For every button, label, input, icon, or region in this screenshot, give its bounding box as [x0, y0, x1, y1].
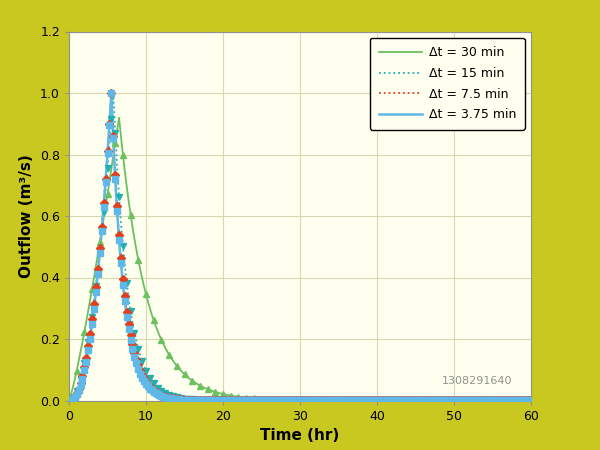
Y-axis label: Outflow (m³/s): Outflow (m³/s) — [19, 154, 34, 278]
Δt = 15 min — [518, 398, 526, 403]
Δt = 7.5 min — [108, 90, 115, 96]
Δt = 7.5 min — [469, 398, 476, 403]
Δt = 3.75 min — [243, 398, 250, 403]
Δt = 3.75 min — [108, 90, 115, 96]
Δt = 15 min — [527, 398, 535, 403]
Δt = 30 min — [527, 398, 535, 403]
Δt = 30 min — [146, 303, 153, 309]
Δt = 3.75 min — [263, 398, 270, 403]
Δt = 3.75 min — [527, 398, 535, 403]
Line: Δt = 3.75 min: Δt = 3.75 min — [69, 93, 531, 400]
Δt = 15 min — [65, 398, 73, 403]
Δt = 30 min — [65, 398, 73, 403]
Δt = 15 min — [469, 398, 476, 403]
Line: Δt = 7.5 min: Δt = 7.5 min — [69, 93, 531, 400]
Δt = 3.75 min — [518, 398, 526, 403]
Δt = 30 min — [118, 142, 125, 148]
Δt = 3.75 min — [469, 398, 476, 403]
Δt = 15 min — [118, 231, 125, 236]
Δt = 3.75 min — [65, 398, 73, 403]
Line: Δt = 30 min: Δt = 30 min — [69, 118, 531, 400]
Text: 1308291640: 1308291640 — [442, 376, 512, 386]
Δt = 3.75 min — [146, 385, 153, 391]
Δt = 15 min — [146, 374, 153, 380]
Δt = 7.5 min — [65, 398, 73, 403]
Δt = 7.5 min — [527, 398, 535, 403]
Δt = 30 min — [263, 396, 270, 402]
Δt = 7.5 min — [518, 398, 526, 403]
Δt = 30 min — [518, 398, 526, 403]
Δt = 7.5 min — [263, 398, 270, 403]
Δt = 7.5 min — [243, 398, 250, 403]
Δt = 3.75 min — [118, 271, 125, 276]
Δt = 30 min — [115, 115, 122, 121]
Δt = 30 min — [243, 395, 250, 400]
Legend: Δt = 30 min, Δt = 15 min, Δt = 7.5 min, Δt = 3.75 min: Δt = 30 min, Δt = 15 min, Δt = 7.5 min, … — [370, 38, 525, 130]
Δt = 7.5 min — [118, 266, 125, 271]
X-axis label: Time (hr): Time (hr) — [260, 428, 340, 443]
Δt = 7.5 min — [146, 383, 153, 389]
Line: Δt = 15 min: Δt = 15 min — [69, 94, 531, 401]
Δt = 30 min — [469, 398, 476, 403]
Δt = 15 min — [243, 398, 250, 403]
Δt = 15 min — [110, 91, 117, 97]
Δt = 15 min — [263, 398, 270, 403]
